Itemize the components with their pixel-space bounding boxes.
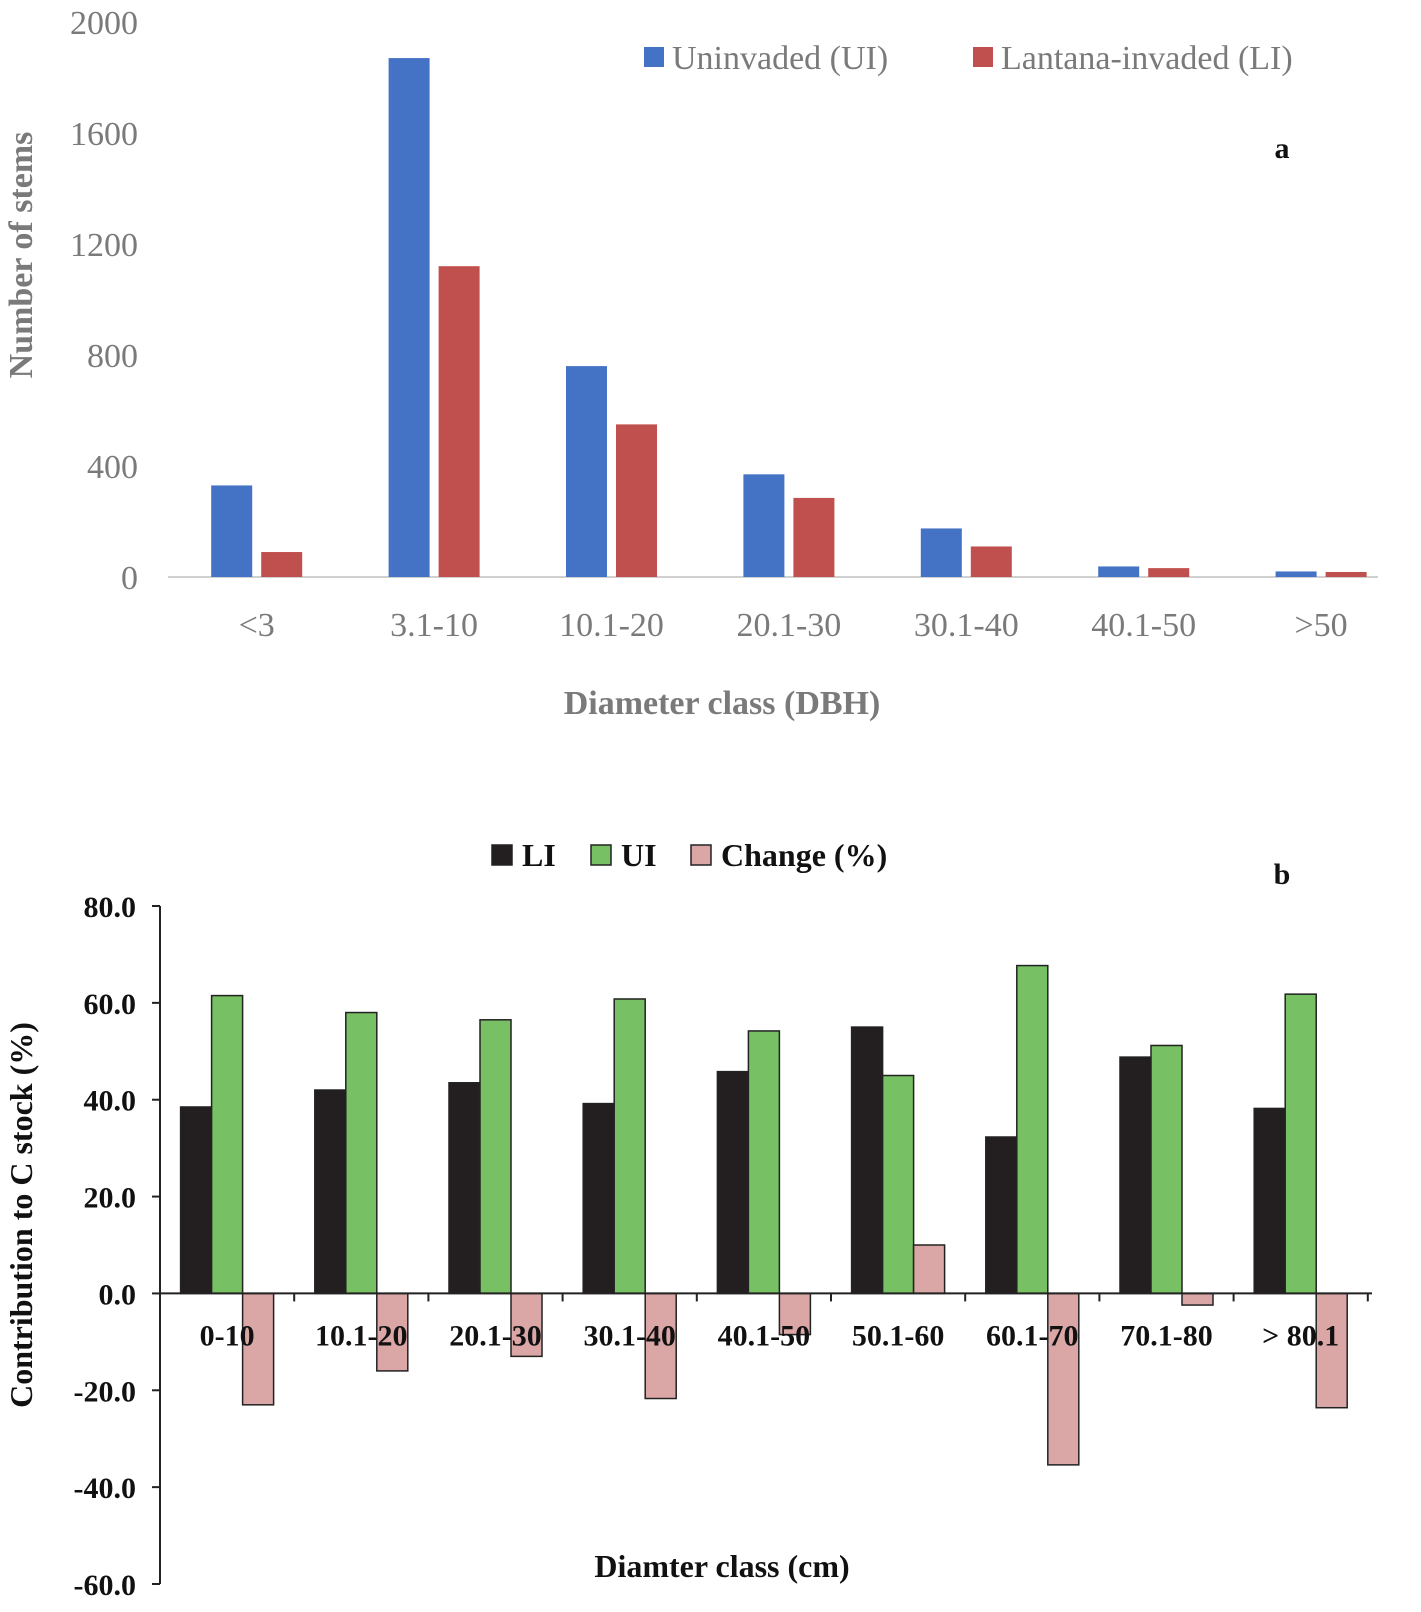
bar-li bbox=[448, 1082, 481, 1295]
x-tick-label: 30.1-40 bbox=[914, 607, 1019, 644]
bar-change bbox=[510, 1292, 543, 1358]
bar-uninvaded bbox=[1275, 571, 1317, 577]
bar-li bbox=[179, 1106, 213, 1295]
bar-uninvaded bbox=[1098, 566, 1140, 577]
y-tick-label: 80.0 bbox=[84, 891, 137, 924]
x-tick-label: 20.1-30 bbox=[449, 1319, 542, 1352]
bar-lantana-invaded bbox=[1148, 568, 1190, 577]
bar-ui bbox=[613, 998, 646, 1295]
bar-change bbox=[1047, 1292, 1080, 1466]
y-tick-label: -40.0 bbox=[74, 1472, 137, 1505]
bar-change bbox=[1315, 1292, 1348, 1409]
bar-li bbox=[314, 1089, 347, 1295]
legend-swatch bbox=[690, 844, 712, 866]
x-tick-label: 60.1-70 bbox=[986, 1319, 1079, 1352]
bar-ui bbox=[747, 1030, 781, 1295]
y-tick-label: 400 bbox=[87, 449, 138, 486]
x-tick-label: 3.1-10 bbox=[390, 607, 478, 644]
legend-swatch bbox=[644, 47, 664, 67]
y-tick-label: -20.0 bbox=[74, 1375, 137, 1408]
y-tick-label: 40.0 bbox=[84, 1085, 137, 1118]
bar-change bbox=[778, 1292, 812, 1336]
bar-uninvaded bbox=[743, 474, 785, 577]
bar-ui bbox=[881, 1074, 915, 1295]
bar-li bbox=[850, 1026, 884, 1295]
bar-uninvaded bbox=[920, 528, 962, 577]
x-tick-label: 40.1-50 bbox=[718, 1319, 811, 1352]
bar-ui bbox=[1150, 1044, 1183, 1295]
legend-label: LI bbox=[522, 837, 556, 873]
bar-lantana-invaded bbox=[438, 266, 480, 577]
legend-swatch bbox=[973, 47, 993, 67]
y-tick-label: -60.0 bbox=[74, 1569, 137, 1602]
bar-change bbox=[912, 1244, 946, 1295]
bar-ui bbox=[1016, 964, 1049, 1295]
y-tick-label: 800 bbox=[87, 338, 138, 375]
bar-li bbox=[582, 1102, 615, 1295]
bar-ui bbox=[1284, 993, 1317, 1295]
bar-lantana-invaded bbox=[1325, 572, 1367, 577]
x-tick-label: 70.1-80 bbox=[1120, 1319, 1213, 1352]
x-axis-title: Diamter class (cm) bbox=[594, 1548, 849, 1584]
bar-uninvaded bbox=[211, 485, 253, 577]
bar-lantana-invaded bbox=[970, 546, 1012, 577]
bar-li bbox=[985, 1136, 1018, 1295]
bar-li bbox=[1253, 1107, 1286, 1295]
bar-uninvaded bbox=[388, 58, 430, 577]
bar-lantana-invaded bbox=[616, 424, 657, 577]
x-tick-label: 0-10 bbox=[200, 1319, 255, 1352]
y-tick-label: 1200 bbox=[70, 227, 138, 264]
bar-change bbox=[241, 1292, 275, 1406]
y-tick-label: 2000 bbox=[70, 5, 138, 42]
x-tick-label: 40.1-50 bbox=[1091, 607, 1196, 644]
x-tick-label: 30.1-40 bbox=[583, 1319, 676, 1352]
x-axis-title: Diameter class (DBH) bbox=[564, 685, 881, 722]
bar-change bbox=[376, 1292, 409, 1372]
y-axis-title: Contribution to C stock (%) bbox=[3, 1022, 39, 1408]
bar-lantana-invaded bbox=[261, 552, 303, 577]
bar-uninvaded bbox=[566, 366, 607, 577]
x-tick-label: 50.1-60 bbox=[852, 1319, 945, 1352]
legend-label: UI bbox=[621, 837, 657, 873]
y-tick-label: 0 bbox=[121, 560, 138, 597]
y-axis-title: Number of stems bbox=[3, 132, 40, 379]
bar-ui bbox=[210, 994, 244, 1295]
bar-change bbox=[644, 1292, 677, 1400]
panel-label: b bbox=[1274, 858, 1291, 891]
bar-li bbox=[716, 1070, 750, 1295]
x-tick-label: > 80.1 bbox=[1262, 1319, 1339, 1352]
legend-swatch bbox=[590, 844, 612, 866]
legend-label: Change (%) bbox=[721, 837, 887, 873]
x-tick-label: 10.1-20 bbox=[315, 1319, 408, 1352]
legend-label: Uninvaded (UI) bbox=[672, 40, 888, 77]
panel-label: a bbox=[1275, 132, 1290, 165]
y-tick-label: 20.0 bbox=[84, 1182, 137, 1215]
bar-ui bbox=[345, 1011, 378, 1295]
bar-lantana-invaded bbox=[793, 497, 835, 577]
legend-swatch bbox=[491, 844, 513, 866]
x-tick-label: 10.1-20 bbox=[559, 607, 664, 644]
y-tick-label: 0.0 bbox=[99, 1278, 137, 1311]
x-tick-label: <3 bbox=[239, 607, 275, 644]
y-tick-label: 1600 bbox=[70, 116, 138, 153]
bar-ui bbox=[479, 1019, 512, 1295]
y-tick-label: 60.0 bbox=[84, 988, 137, 1021]
legend-label: Lantana-invaded (LI) bbox=[1001, 40, 1293, 77]
bar-change bbox=[1181, 1292, 1214, 1306]
chart-a-stems-by-diameter: 0 400 800 1200 1600 2000 <3 3.1-10 10.1-20 20.1-3… bbox=[3, 5, 1378, 722]
x-tick-label: 20.1-30 bbox=[736, 607, 841, 644]
x-tick-label: >50 bbox=[1295, 607, 1348, 644]
bar-li bbox=[1119, 1056, 1152, 1295]
